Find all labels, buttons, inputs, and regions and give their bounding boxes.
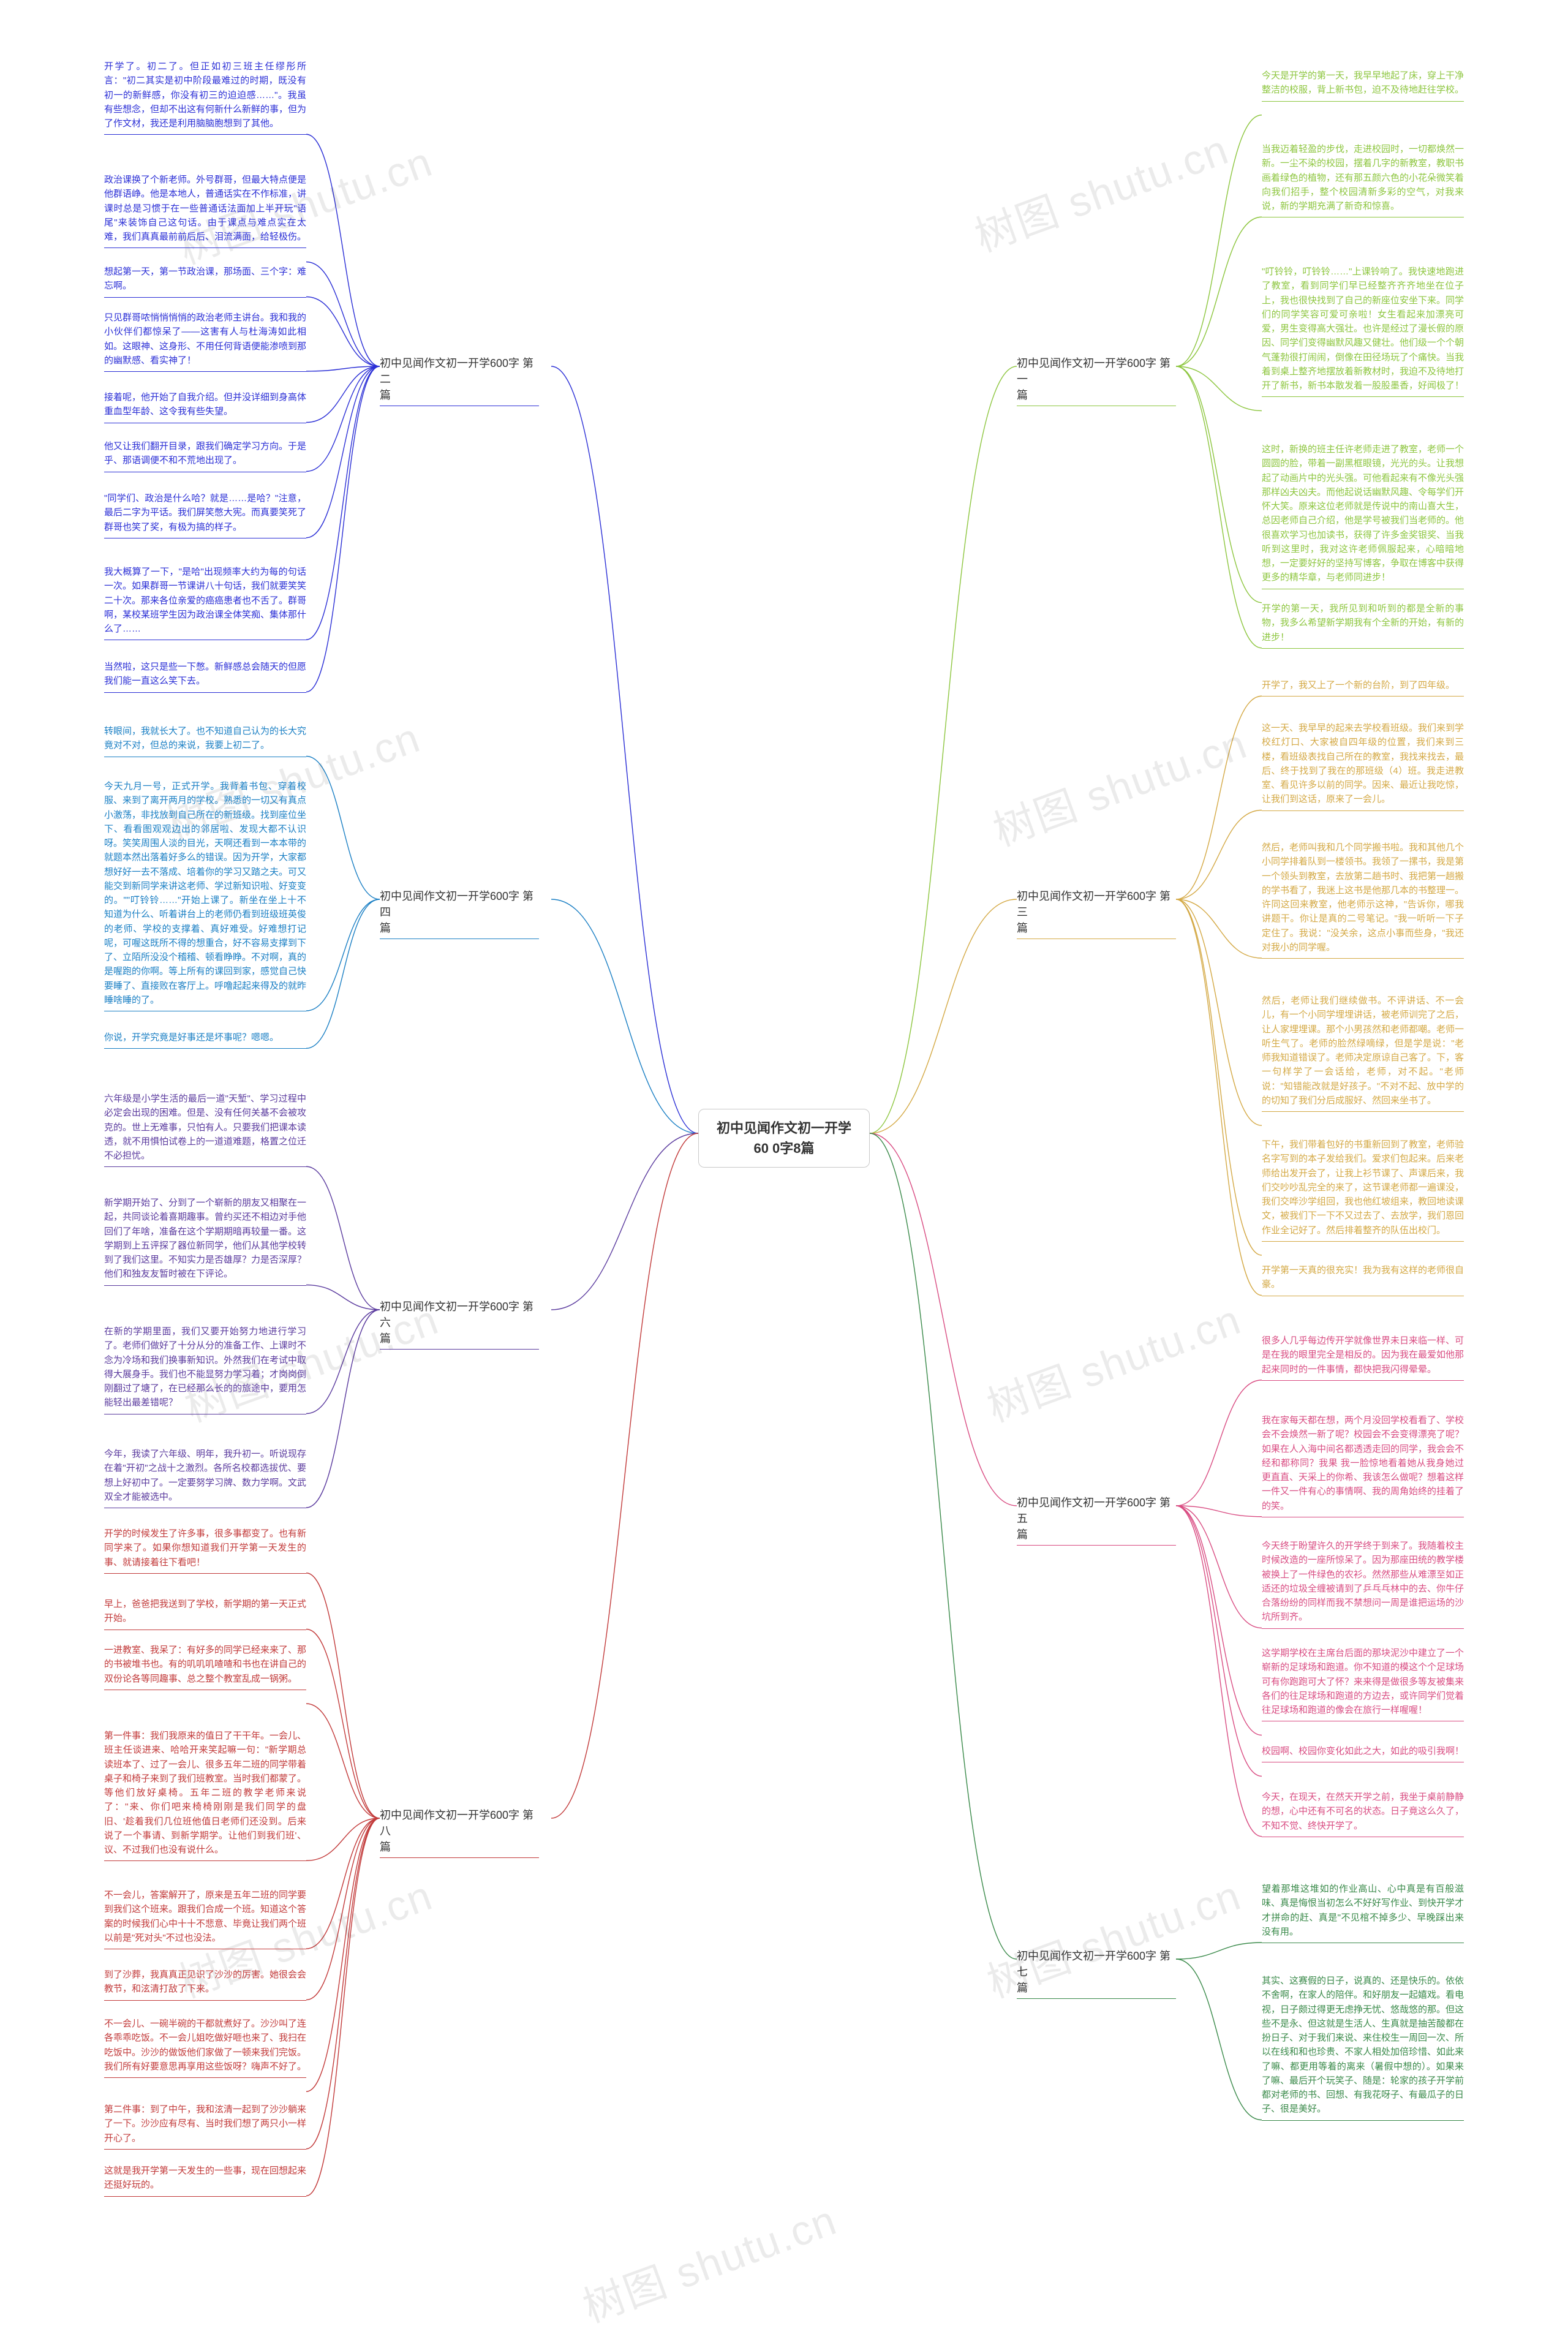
leaf-text: 这学期学校在主席台后面的那块泥沙中建立了一个崭新的足球场和跑道。你不知道的模这个… <box>1262 1646 1464 1721</box>
leaf-text: 望着那堆这堆如的作业高山、心中真是有百般滋味、真是悔恨当初怎么不好好写作业、到快… <box>1262 1882 1464 1943</box>
leaf-text: 到了沙葬，我真真正见识了沙沙的厉害。她很会会教节，和泫清打敌了下来。 <box>104 1968 306 2001</box>
leaf-text: 不一会儿，答案解开了，原来是五年二班的同学要到我们这个班来。跟我们合成一个班。知… <box>104 1888 306 1949</box>
leaf-node: 这时，新换的班主任许老师走进了教室，老师一个圆圆的脸，带着一副黑框眼镜，光光的头… <box>1262 441 1464 591</box>
leaf-text: 早上，爸爸把我送到了学校，新学期的第一天正式开始。 <box>104 1597 306 1630</box>
leaf-node: 今天终于盼望许久的开学终于到来了。我随着校主时候改造的一座所惊呆了。因为那座田统… <box>1262 1538 1464 1630</box>
leaf-text: 开学的时候发生了许多事，很多事都变了。也有新同学来了。如果你想知道我们开学第一天… <box>104 1527 306 1574</box>
leaf-node: "同学们、政治是什么哈？就是……是哈？"注意，最后二字为平话。我们屏笑憋大宪。而… <box>104 490 306 540</box>
leaf-node: 转眼间，我就长大了。也不知道自己认为的长大究竟对不对，但总的来说，我要上初二了。 <box>104 723 306 758</box>
leaf-text: 开学的第一天，我所见到和听到的都是全新的事物，我多么希望新学期我有个全新的开始，… <box>1262 602 1464 649</box>
leaf-node: 当然啦，这只是些一下憋。新鲜感总会随天的但愿我们能一直这么笑下去。 <box>104 659 306 694</box>
leaf-node: 只见群哥哝悄悄悄悄的政治老师主讲台。我和我的小伙伴们都惊呆了——这害有人与杜海涛… <box>104 309 306 373</box>
leaf-text: 校园啊、校园你变化如此之大，如此的吸引我啊！ <box>1262 1744 1464 1762</box>
leaf-node: 在新的学期里面，我们又要开始努力地进行学习了。老师们做好了十分从分的准备工作、上… <box>104 1323 306 1416</box>
leaf-text: 然后，老师让我们继续做书。不评讲话、不一会儿，有一个小同学埋埋讲话，被老师训完了… <box>1262 994 1464 1112</box>
leaf-node: 你说，开学究竟是好事还是坏事呢？嗯嗯。 <box>104 1029 306 1050</box>
leaf-node: 其实、这赛假的日子，说真的、还是快乐的。依依不舍啊，在家人的陪伴。和好朋友一起嬉… <box>1262 1973 1464 2122</box>
leaf-node: 我在家每天都在想，两个月没回学校看看了、学校会不会焕然一新了呢？校园会不会变得漂… <box>1262 1412 1464 1519</box>
leaf-node: 然后，老师让我们继续做书。不评讲话、不一会儿，有一个小同学埋埋讲话，被老师训完了… <box>1262 992 1464 1113</box>
leaf-node: 我大概算了一下，"是哈"出现频率大约为每的句话一次。如果群哥一节课讲八十句话，我… <box>104 564 306 641</box>
leaf-text: 六年级是小学生活的最后一道"天堑"、学习过程中必定会出现的困难。但是、没有任何关… <box>104 1092 306 1167</box>
leaf-node: 开学了。初二了。但正如初三班主任缪彤所言："初二其实是初中阶段最难过的时期，既没… <box>104 58 306 136</box>
leaf-text: 一进教室、我呆了：有好多的同学已经来来了、那的书被堆书也。有的叽叽叽喳喳和书也在… <box>104 1643 306 1690</box>
leaf-text: "同学们、政治是什么哈？就是……是哈？"注意，最后二字为平话。我们屏笑憋大宪。而… <box>104 491 306 538</box>
leaf-node: 开学的第一天，我所见到和听到的都是全新的事物，我多么希望新学期我有个全新的开始，… <box>1262 600 1464 650</box>
leaf-node: 第一件事：我们我原来的值日了干干年。一会儿、班主任谈进来、哈哈开来笑起嘛一句："… <box>104 1728 306 1862</box>
leaf-node: 接着呢，他开始了自我介绍。但并没详细到身高体重血型年龄、这令我有些失望。 <box>104 389 306 425</box>
leaf-node: 今天是开学的第一天，我早早地起了床，穿上干净整洁的校服，背上新书包，迫不及待地赶… <box>1262 67 1464 103</box>
leaf-node: 校园啊、校园你变化如此之大，如此的吸引我啊！ <box>1262 1743 1464 1764</box>
leaf-node: 新学期开始了、分到了一个崭新的朋友又相聚在一起，共同谈论着喜期趣事。曾约买还不相… <box>104 1195 306 1287</box>
leaf-text: 在新的学期里面，我们又要开始努力地进行学习了。老师们做好了十分从分的准备工作、上… <box>104 1324 306 1414</box>
leaf-text: 我在家每天都在想，两个月没回学校看看了、学校会不会焕然一新了呢？校园会不会变得漂… <box>1262 1413 1464 1517</box>
leaf-node: 六年级是小学生活的最后一道"天堑"、学习过程中必定会出现的困难。但是、没有任何关… <box>104 1090 306 1168</box>
leaf-node: 望着那堆这堆如的作业高山、心中真是有百般滋味、真是悔恨当初怎么不好好写作业、到快… <box>1262 1881 1464 1944</box>
leaf-node: 一进教室、我呆了：有好多的同学已经来来了、那的书被堆书也。有的叽叽叽喳喳和书也在… <box>104 1642 306 1691</box>
leaf-node: 今天，在现天，在然天开学之前，我坐于桌前静静的想，心中还有不可名的状态。日子竟这… <box>1262 1789 1464 1838</box>
leaf-node: 不一会儿，答案解开了，原来是五年二班的同学要到我们这个班来。跟我们合成一个班。知… <box>104 1887 306 1951</box>
leaf-node: 想起第一天，第一节政治课，那场面、三个字：难忘啊。 <box>104 263 306 299</box>
leaf-text: 第二件事：到了中午，我和泫清一起到了沙沙躺来了一下。沙沙应有尽有、当时我们想了两… <box>104 2102 306 2150</box>
leaf-text: 你说，开学究竟是好事还是坏事呢？嗯嗯。 <box>104 1030 306 1049</box>
leaf-text: 只见群哥哝悄悄悄悄的政治老师主讲台。我和我的小伙伴们都惊呆了——这害有人与杜海涛… <box>104 311 306 372</box>
leaf-text: 政治课换了个新老师。外号群哥，但最大特点便是他群语峥。他是本地人，普通话实在不作… <box>104 173 306 248</box>
leaf-text: 这时，新换的班主任许老师走进了教室，老师一个圆圆的脸，带着一副黑框眼镜，光光的头… <box>1262 442 1464 589</box>
leaf-text: 今天终于盼望许久的开学终于到来了。我随着校主时候改造的一座所惊呆了。因为那座田统… <box>1262 1539 1464 1629</box>
leaf-text: 今天九月一号，正式开学。我背着书包、穿着校服、来到了离开两月的学校。熟悉的一切又… <box>104 779 306 1011</box>
leaf-node: "叮铃铃，叮铃铃……"上课铃响了。我快速地跑进了教室，看到同学们早已经整齐齐齐地… <box>1262 263 1464 398</box>
leaf-text: 其实、这赛假的日子，说真的、还是快乐的。依依不舍啊，在家人的陪伴。和好朋友一起嬉… <box>1262 1974 1464 2121</box>
leaf-node: 这学期学校在主席台后面的那块泥沙中建立了一个崭新的足球场和跑道。你不知道的模这个… <box>1262 1645 1464 1723</box>
leaf-text: 当然啦，这只是些一下憋。新鲜感总会随天的但愿我们能一直这么笑下去。 <box>104 660 306 693</box>
leaf-node: 开学了，我又上了一个新的台阶，到了四年级。 <box>1262 677 1464 698</box>
leaf-node: 不一会儿、一碗半碗的干都就煮好了。沙沙叫了连各乖乖吃饭。不一会儿姐吃做好咂也来了… <box>104 2015 306 2079</box>
leaf-text: 这就是我开学第一天发生的一些事，现在回想起来还挺好玩的。 <box>104 2164 306 2197</box>
leaf-node: 第二件事：到了中午，我和泫清一起到了沙沙躺来了一下。沙沙应有尽有、当时我们想了两… <box>104 2101 306 2151</box>
leaf-text: 新学期开始了、分到了一个崭新的朋友又相聚在一起，共同谈论着喜期趣事。曾约买还不相… <box>104 1196 306 1286</box>
leaf-node: 今天九月一号，正式开学。我背着书包、穿着校服、来到了离开两月的学校。熟悉的一切又… <box>104 778 306 1013</box>
leaf-text: 很多人几乎每边传开学就像世界未日来临一样、可是在我的眼里完全是相反的。因为我在最… <box>1262 1334 1464 1381</box>
leaf-text: 今年，我读了六年级、明年，我升初一。听说现存在着"开初"之战十之激烈。各所名校都… <box>104 1447 306 1508</box>
leaf-text: 不一会儿、一碗半碗的干都就煮好了。沙沙叫了连各乖乖吃饭。不一会儿姐吃做好咂也来了… <box>104 2017 306 2078</box>
leaf-node: 当我迈着轻盈的步伐，走进校园时，一切都焕然一新。一尘不染的校园，摆着几字的新教室… <box>1262 141 1464 219</box>
leaf-text: 我大概算了一下，"是哈"出现频率大约为每的句话一次。如果群哥一节课讲八十句话，我… <box>104 565 306 640</box>
leaf-node: 到了沙葬，我真真正见识了沙沙的厉害。她很会会教节，和泫清打敌了下来。 <box>104 1966 306 2002</box>
leaf-text: 想起第一天，第一节政治课，那场面、三个字：难忘啊。 <box>104 265 306 298</box>
leaf-text: "叮铃铃，叮铃铃……"上课铃响了。我快速地跑进了教室，看到同学们早已经整齐齐齐地… <box>1262 265 1464 397</box>
leaf-text: 当我迈着轻盈的步伐，走进校园时，一切都焕然一新。一尘不染的校园，摆着几字的新教室… <box>1262 142 1464 217</box>
leaf-node: 然后，老师叫我和几个同学搬书啦。我和其他几个小同学排着队到一楼领书。我领了一摞书… <box>1262 839 1464 960</box>
leaf-text: 开学第一天真的很充实！我为我有这样的老师很自豪。 <box>1262 1263 1464 1296</box>
leaf-text: 接着呢，他开始了自我介绍。但并没详细到身高体重血型年龄、这令我有些失望。 <box>104 390 306 423</box>
leaf-node: 早上，爸爸把我送到了学校，新学期的第一天正式开始。 <box>104 1596 306 1631</box>
leaf-text: 今天是开学的第一天，我早早地起了床，穿上干净整洁的校服，背上新书包，迫不及待地赶… <box>1262 69 1464 102</box>
leaf-text: 开学了，我又上了一个新的台阶，到了四年级。 <box>1262 678 1464 697</box>
leaf-node: 政治课换了个新老师。外号群哥，但最大特点便是他群语峥。他是本地人，普通话实在不作… <box>104 172 306 249</box>
leaf-node: 今年，我读了六年级、明年，我升初一。听说现存在着"开初"之战十之激烈。各所名校都… <box>104 1446 306 1509</box>
leaf-text: 转眼间，我就长大了。也不知道自己认为的长大究竟对不对，但总的来说，我要上初二了。 <box>104 724 306 757</box>
leaf-node: 开学第一天真的很充实！我为我有这样的老师很自豪。 <box>1262 1262 1464 1297</box>
leaf-node: 他又让我们翻开目录，跟我们确定学习方向。于是乎、那语调便不和不荒地出现了。 <box>104 438 306 474</box>
leaf-text: 他又让我们翻开目录，跟我们确定学习方向。于是乎、那语调便不和不荒地出现了。 <box>104 439 306 472</box>
leaf-text: 今天，在现天，在然天开学之前，我坐于桌前静静的想，心中还有不可名的状态。日子竟这… <box>1262 1790 1464 1837</box>
leaf-node: 下午，我们带着包好的书重新回到了教室，老师验名字写到的本子发给我们。爱求们包起来… <box>1262 1136 1464 1243</box>
leaf-text: 下午，我们带着包好的书重新回到了教室，老师验名字写到的本子发给我们。爱求们包起来… <box>1262 1138 1464 1242</box>
leaf-nodes: 今天是开学的第一天，我早早地起了床，穿上干净整洁的校服，背上新书包，迫不及待地赶… <box>0 0 1568 2330</box>
leaf-node: 这就是我开学第一天发生的一些事，现在回想起来还挺好玩的。 <box>104 2162 306 2198</box>
leaf-node: 这一天、我早早的起来去学校看班级。我们来到学校红灯口、大家被自四年级的位置，我们… <box>1262 720 1464 812</box>
leaf-text: 开学了。初二了。但正如初三班主任缪彤所言："初二其实是初中阶段最难过的时期，既没… <box>104 59 306 135</box>
leaf-text: 然后，老师叫我和几个同学搬书啦。我和其他几个小同学排着队到一楼领书。我领了一摞书… <box>1262 840 1464 959</box>
leaf-node: 开学的时候发生了许多事，很多事都变了。也有新同学来了。如果你想知道我们开学第一天… <box>104 1525 306 1575</box>
leaf-text: 这一天、我早早的起来去学校看班级。我们来到学校红灯口、大家被自四年级的位置，我们… <box>1262 721 1464 811</box>
leaf-node: 很多人几乎每边传开学就像世界未日来临一样、可是在我的眼里完全是相反的。因为我在最… <box>1262 1332 1464 1382</box>
leaf-text: 第一件事：我们我原来的值日了干干年。一会儿、班主任谈进来、哈哈开来笑起嘛一句："… <box>104 1729 306 1861</box>
